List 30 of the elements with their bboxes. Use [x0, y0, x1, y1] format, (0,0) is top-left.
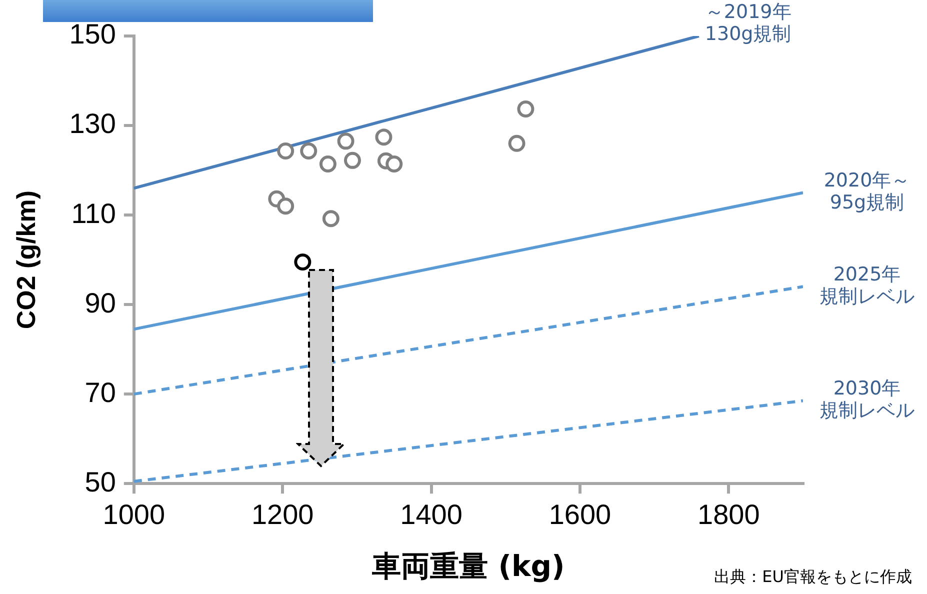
series-label: 2030年規制レベル	[820, 378, 914, 422]
series-label: ～2019年130g規制	[704, 0, 792, 45]
x-tick-label: 1000	[102, 499, 166, 530]
point	[277, 198, 294, 215]
point	[386, 156, 403, 173]
y-tick-label: 90	[84, 287, 116, 318]
point	[517, 100, 534, 118]
series-label: 2025年規制レベル	[820, 264, 914, 308]
series-label: 2020年～95g規制	[824, 170, 910, 214]
point	[294, 254, 312, 271]
y-tick-label: 70	[84, 376, 116, 408]
y-tick-label: 50	[84, 466, 116, 498]
x-tick-label: 1200	[251, 499, 314, 530]
x-tick-label: 1400	[400, 499, 462, 530]
point	[508, 134, 526, 152]
y-tick-label: 130	[69, 108, 116, 140]
y-tick-label: 110	[71, 198, 116, 229]
x-tick-label: 1800	[698, 499, 760, 530]
point	[375, 128, 392, 146]
x-axis-title: 車両重量 (kg)	[371, 549, 565, 584]
point	[319, 156, 336, 173]
point	[277, 142, 294, 160]
point	[337, 132, 354, 150]
point	[322, 210, 340, 228]
source-note: 出典：EU官報をもとに作成	[714, 567, 912, 586]
point	[344, 152, 361, 169]
point	[300, 142, 318, 160]
y-axis-title: CO2 (g/km)	[10, 190, 41, 330]
x-tick-label: 1600	[548, 499, 612, 530]
y-tick-label: 150	[69, 18, 116, 50]
